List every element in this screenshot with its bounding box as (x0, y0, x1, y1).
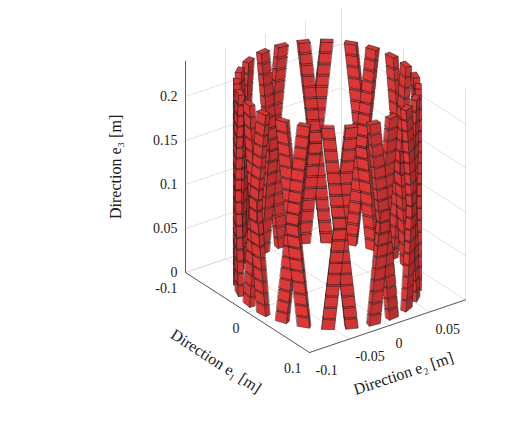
svg-text:0: 0 (233, 321, 240, 336)
svg-text:0.15: 0.15 (153, 133, 178, 148)
svg-text:0.1: 0.1 (160, 177, 178, 192)
svg-text:-0.1: -0.1 (316, 363, 338, 378)
svg-text:-0.1: -0.1 (155, 281, 177, 296)
svg-text:0: 0 (171, 265, 178, 280)
svg-text:0.05: 0.05 (436, 322, 461, 337)
svg-text:0.05: 0.05 (153, 221, 178, 236)
svg-text:Direction e₁ [m]: Direction e₁ [m] (168, 326, 265, 397)
svg-text:-0.05: -0.05 (356, 349, 385, 364)
svg-text:0.2: 0.2 (160, 89, 178, 104)
svg-text:0.1: 0.1 (284, 361, 302, 376)
svg-text:Direction e₂ [m]: Direction e₂ [m] (351, 348, 455, 397)
svg-text:Direction e₃ [m]: Direction e₃ [m] (107, 115, 124, 219)
svg-text:0: 0 (396, 336, 403, 351)
